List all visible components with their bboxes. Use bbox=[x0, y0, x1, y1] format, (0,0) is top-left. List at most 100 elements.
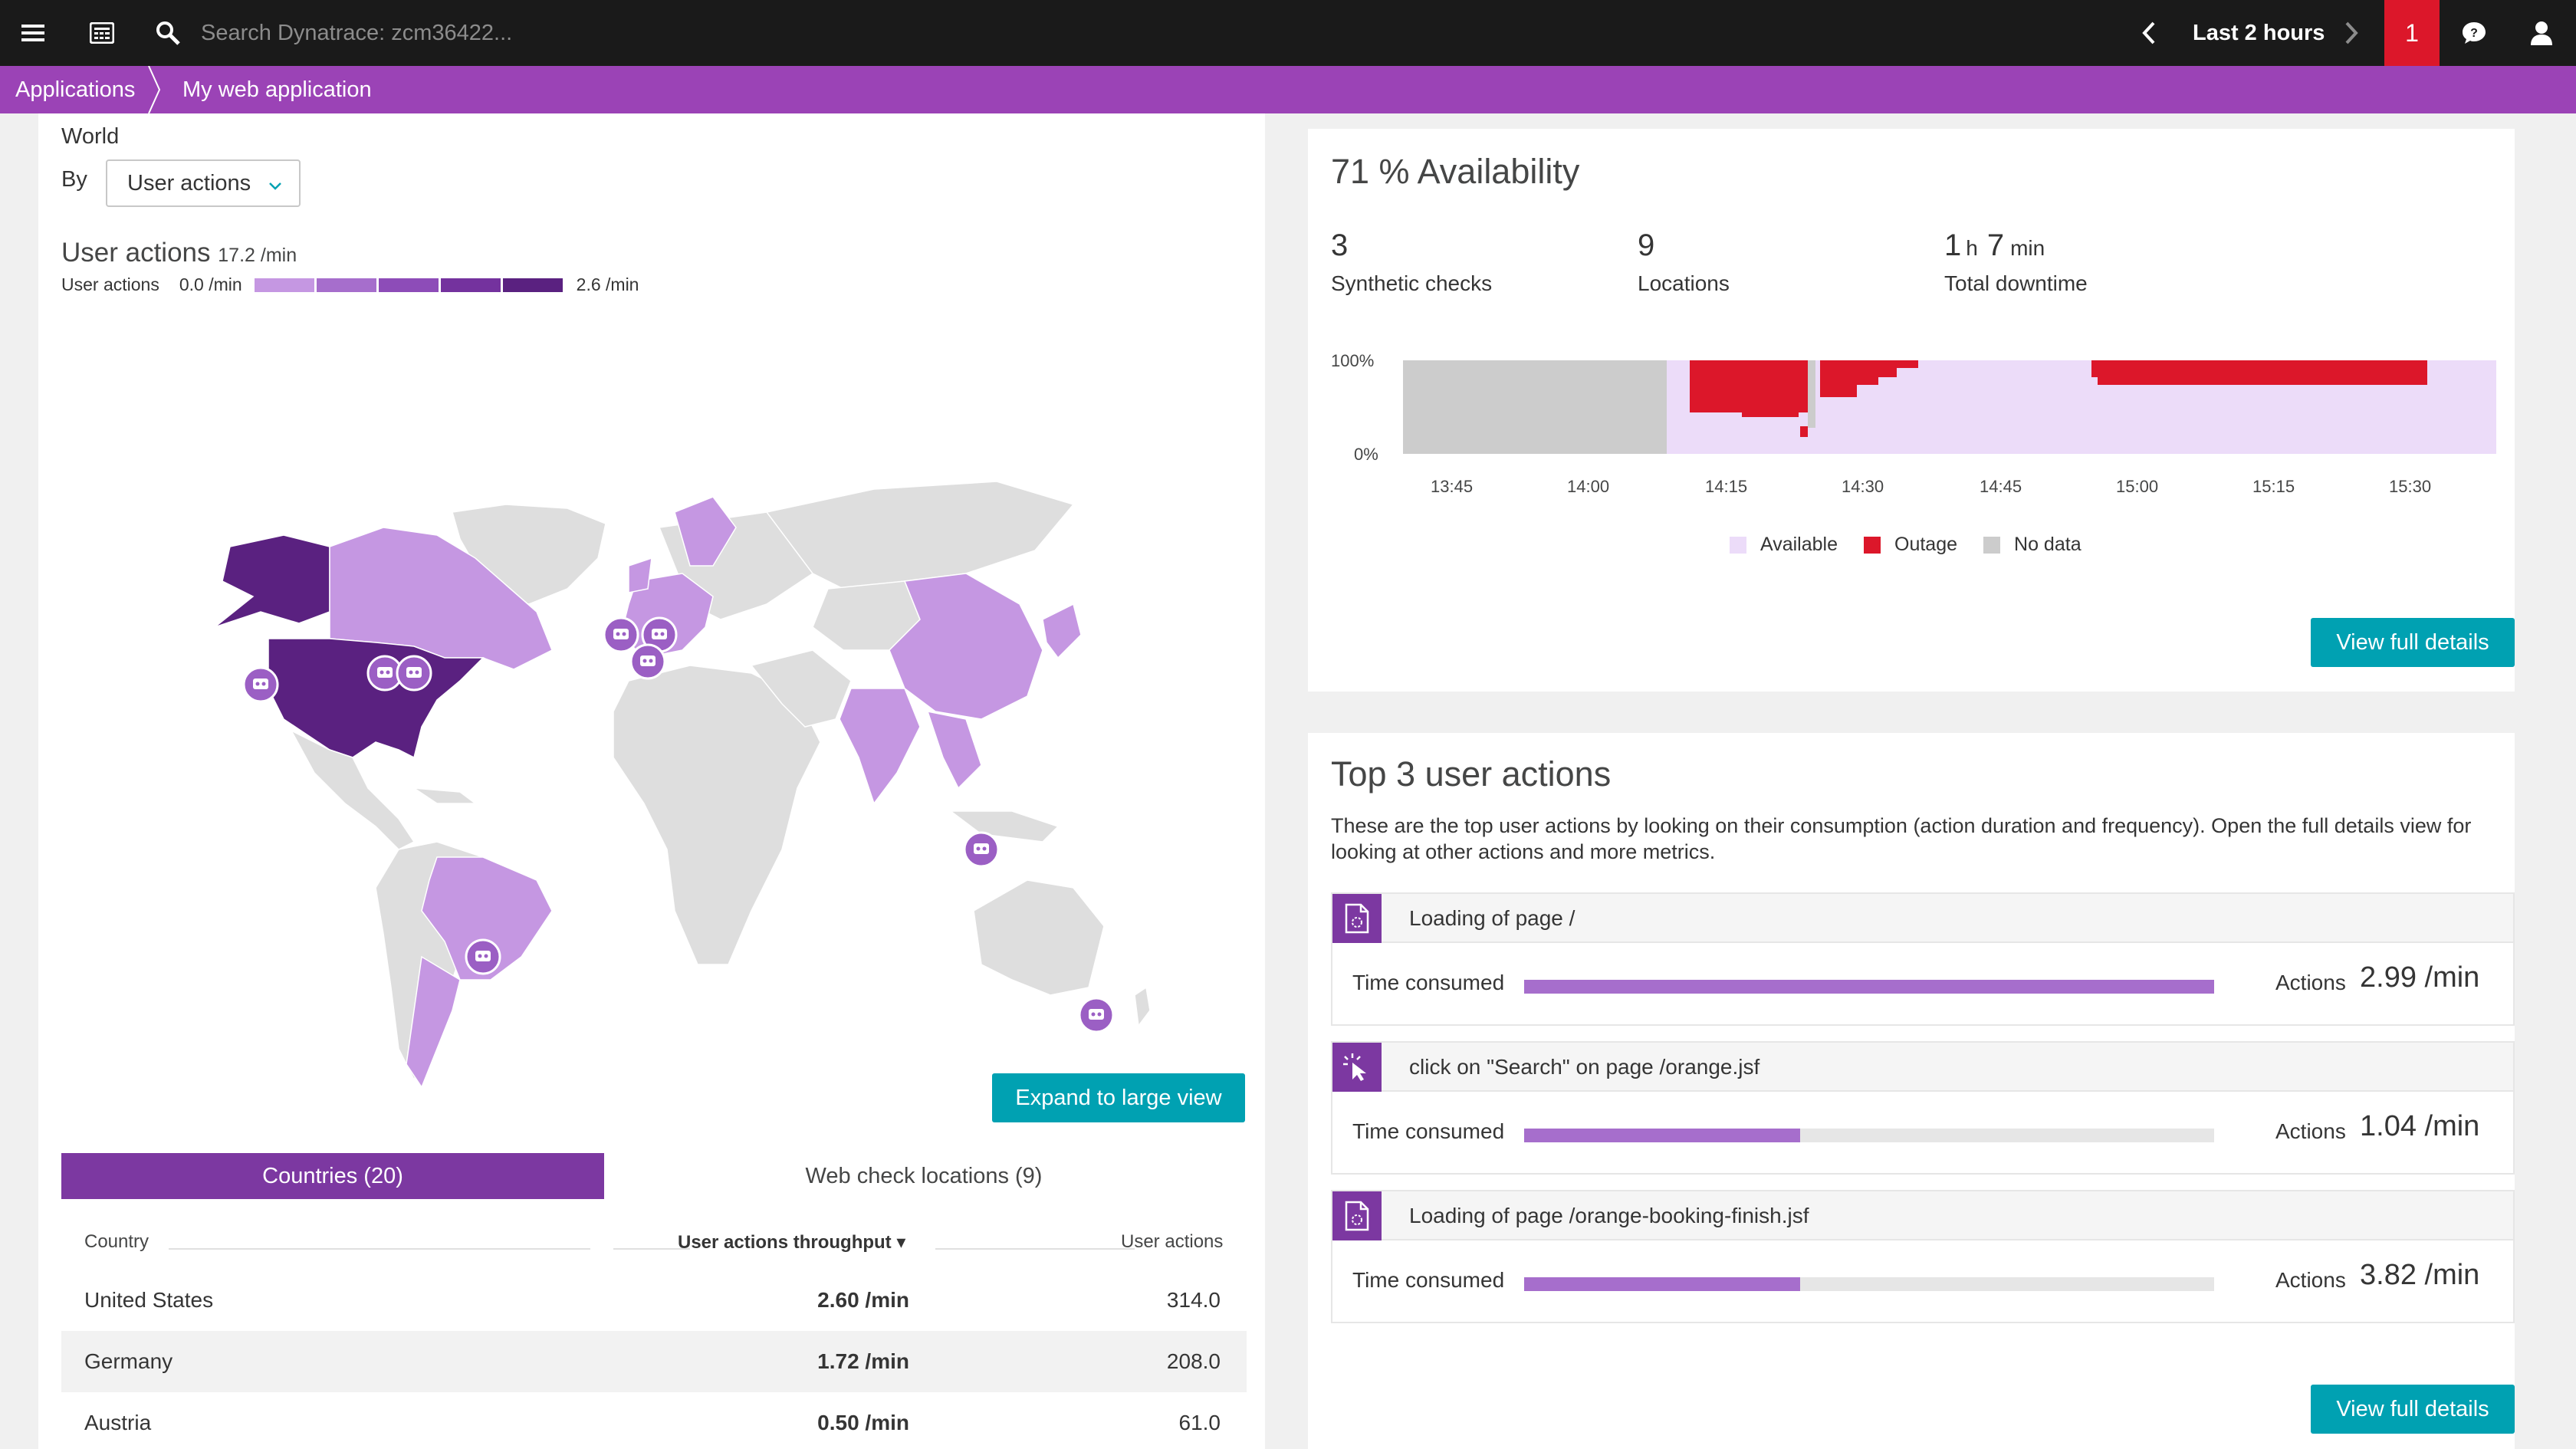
chevron-left-icon[interactable] bbox=[2131, 0, 2167, 66]
robot-icon bbox=[465, 938, 501, 975]
user-action-card[interactable]: Loading of page / Time consumed Actions … bbox=[1331, 892, 2515, 1026]
chart-outage-segment bbox=[1820, 360, 1918, 397]
robot-icon bbox=[603, 616, 639, 653]
map-region-north-asia bbox=[765, 481, 1075, 590]
time-consumed-label: Time consumed bbox=[1352, 1268, 1505, 1292]
time-consumed-label: Time consumed bbox=[1352, 971, 1505, 994]
legend-no-data: No data bbox=[2014, 534, 2082, 555]
stat-synthetic-checks-label: Synthetic checks bbox=[1331, 271, 1493, 295]
breadcrumb-applications[interactable]: Applications bbox=[15, 77, 136, 102]
table-row[interactable]: Germany 1.72 /min 208.0 bbox=[61, 1331, 1247, 1392]
time-consumed-bar bbox=[1524, 1277, 2214, 1291]
x-label: 14:30 bbox=[1842, 477, 1884, 496]
top-bar: Search Dynatrace: zcm36422... Last 2 hou… bbox=[0, 0, 2576, 66]
actions-value: 1.04 /min bbox=[2360, 1110, 2480, 1142]
availability-chart[interactable]: 100% 0% 13:45 14:00 14:15 14:30 14:45 15… bbox=[1323, 351, 2496, 497]
stat-locations-label: Locations bbox=[1638, 271, 1730, 295]
row-throughput: 2.60 /min bbox=[817, 1288, 909, 1312]
chart-outage-segment bbox=[2091, 360, 2427, 385]
timeframe-selector[interactable]: Last 2 hours bbox=[2193, 21, 2325, 45]
downtime-minutes: 7 bbox=[1986, 228, 2005, 262]
row-actions: 61.0 bbox=[1178, 1411, 1221, 1434]
world-map[interactable] bbox=[77, 374, 1165, 1095]
chart-no-data-segment bbox=[1403, 360, 1667, 454]
search-icon[interactable] bbox=[150, 0, 186, 66]
map-region-alaska bbox=[214, 534, 330, 628]
breadcrumb-separator-icon bbox=[148, 66, 161, 113]
metric-title-text: User actions bbox=[61, 238, 211, 268]
header-divider bbox=[613, 1248, 690, 1250]
column-header-country[interactable]: Country bbox=[84, 1231, 150, 1252]
user-icon[interactable] bbox=[2524, 0, 2559, 66]
legend-segment bbox=[440, 278, 501, 292]
map-region-india bbox=[839, 688, 921, 805]
legend-max: 2.6 /min bbox=[576, 274, 639, 294]
time-consumed-bar bbox=[1524, 980, 2214, 994]
chevron-right-icon[interactable] bbox=[2334, 0, 2369, 66]
map-region-indonesia bbox=[948, 810, 1060, 843]
x-label: 14:00 bbox=[1567, 477, 1609, 496]
top-actions-view-full-details-button[interactable]: View full details bbox=[2311, 1385, 2515, 1434]
x-label: 15:15 bbox=[2252, 477, 2295, 496]
user-action-name: Loading of page / bbox=[1409, 906, 1576, 930]
search-input[interactable]: Search Dynatrace: zcm36422... bbox=[201, 21, 513, 45]
row-throughput: 1.72 /min bbox=[817, 1349, 909, 1373]
legend-min: 0.0 /min bbox=[179, 274, 242, 294]
top-user-actions-panel: Top 3 user actions These are the top use… bbox=[1308, 733, 2515, 1449]
page-load-icon bbox=[1332, 894, 1382, 943]
map-region-uk bbox=[628, 557, 652, 593]
x-label: 15:30 bbox=[2389, 477, 2431, 496]
tab-web-check-locations[interactable]: Web check locations (9) bbox=[805, 1164, 1043, 1188]
column-header-throughput[interactable]: User actions throughput ▾ bbox=[678, 1232, 906, 1253]
expand-large-view-button[interactable]: Expand to large view bbox=[992, 1073, 1245, 1122]
map-region-australia bbox=[973, 879, 1105, 996]
map-region-argentina bbox=[406, 955, 461, 1089]
stat-synthetic-checks-value: 3 bbox=[1331, 228, 1349, 262]
y-label-0: 0% bbox=[1354, 445, 1378, 464]
stat-downtime-value: 1 h 7 min bbox=[1944, 228, 2045, 263]
table-row[interactable]: United States 2.60 /min 314.0 bbox=[61, 1270, 1247, 1331]
user-action-card[interactable]: click on "Search" on page /orange.jsf Ti… bbox=[1331, 1041, 2515, 1175]
chat-icon[interactable]: ? bbox=[2456, 0, 2492, 66]
row-country: Germany bbox=[84, 1349, 173, 1373]
robot-icon bbox=[1078, 997, 1115, 1033]
svg-text:?: ? bbox=[2470, 27, 2478, 40]
stat-locations-value: 9 bbox=[1638, 228, 1655, 262]
legend-segment bbox=[254, 278, 314, 292]
legend-swatch-no-data bbox=[1983, 536, 2001, 554]
dashboard-icon[interactable] bbox=[84, 0, 120, 66]
user-action-header bbox=[1332, 894, 2513, 943]
x-label: 14:15 bbox=[1705, 477, 1747, 496]
table-row[interactable]: Austria 0.50 /min 61.0 bbox=[61, 1392, 1247, 1449]
availability-panel: 71 % Availability 3 Synthetic checks 9 L… bbox=[1308, 129, 2515, 692]
time-consumed-fill bbox=[1524, 1129, 1800, 1142]
by-select-value: User actions bbox=[127, 171, 251, 196]
legend-segment bbox=[316, 278, 376, 292]
availability-title: 71 % Availability bbox=[1331, 152, 1580, 191]
menu-icon[interactable] bbox=[15, 0, 51, 66]
by-select[interactable]: User actions bbox=[106, 159, 301, 207]
row-country: Austria bbox=[84, 1411, 152, 1434]
column-header-user-actions[interactable]: User actions bbox=[1121, 1231, 1224, 1252]
legend-segment bbox=[502, 278, 563, 292]
availability-view-full-details-button[interactable]: View full details bbox=[2311, 618, 2515, 667]
legend-swatch-outage bbox=[1864, 536, 1881, 554]
row-actions: 208.0 bbox=[1166, 1349, 1221, 1373]
map-scope[interactable]: World bbox=[61, 124, 120, 149]
click-icon bbox=[1332, 1043, 1382, 1092]
downtime-minutes-unit: min bbox=[2010, 236, 2045, 260]
stat-downtime-label: Total downtime bbox=[1944, 271, 2088, 295]
row-country: United States bbox=[84, 1288, 214, 1312]
map-region-brazil bbox=[421, 856, 553, 981]
problems-badge[interactable]: 1 bbox=[2384, 0, 2440, 66]
actions-label: Actions bbox=[2275, 1268, 2346, 1292]
breadcrumb-my-web-application[interactable]: My web application bbox=[182, 77, 372, 102]
legend-available: Available bbox=[1760, 534, 1838, 555]
legend-label: User actions bbox=[61, 274, 159, 294]
user-action-card[interactable]: Loading of page /orange-booking-finish.j… bbox=[1331, 1190, 2515, 1323]
map-region-middle-east bbox=[750, 649, 852, 728]
tab-countries[interactable]: Countries (20) bbox=[61, 1153, 604, 1199]
legend-swatch-available bbox=[1730, 536, 1746, 554]
actions-label: Actions bbox=[2275, 971, 2346, 994]
map-region-caribbean bbox=[413, 787, 478, 804]
